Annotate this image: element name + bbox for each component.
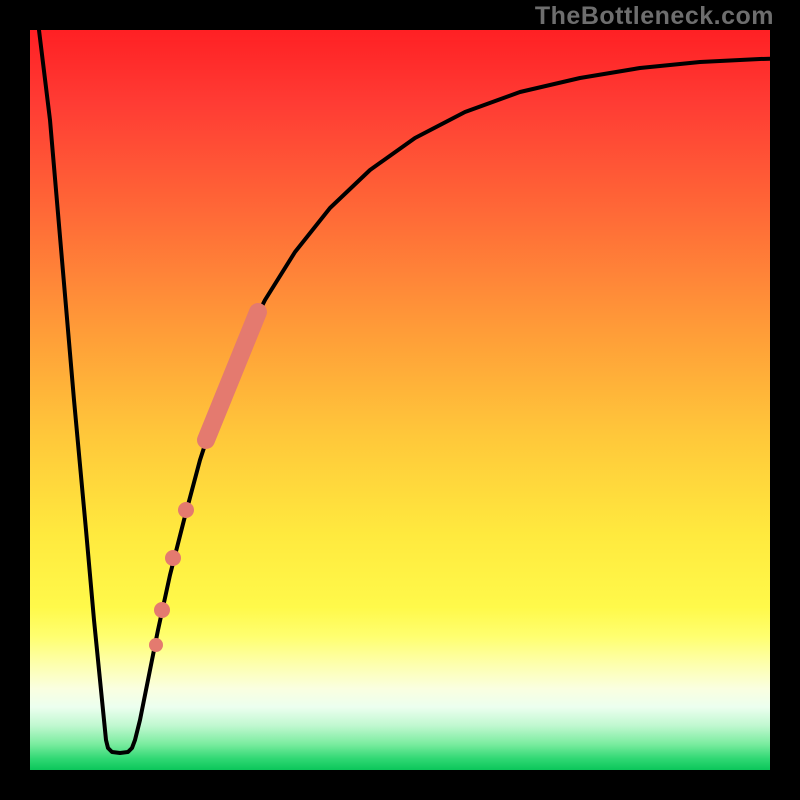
plot-background-gradient <box>30 30 770 770</box>
bottleneck-curve-chart <box>0 0 800 800</box>
highlight-dot <box>165 550 181 566</box>
highlight-dot <box>149 638 163 652</box>
chart-frame: TheBottleneck.com <box>0 0 800 800</box>
highlight-dot <box>178 502 194 518</box>
watermark-text: TheBottleneck.com <box>535 2 774 31</box>
highlight-dot <box>154 602 170 618</box>
